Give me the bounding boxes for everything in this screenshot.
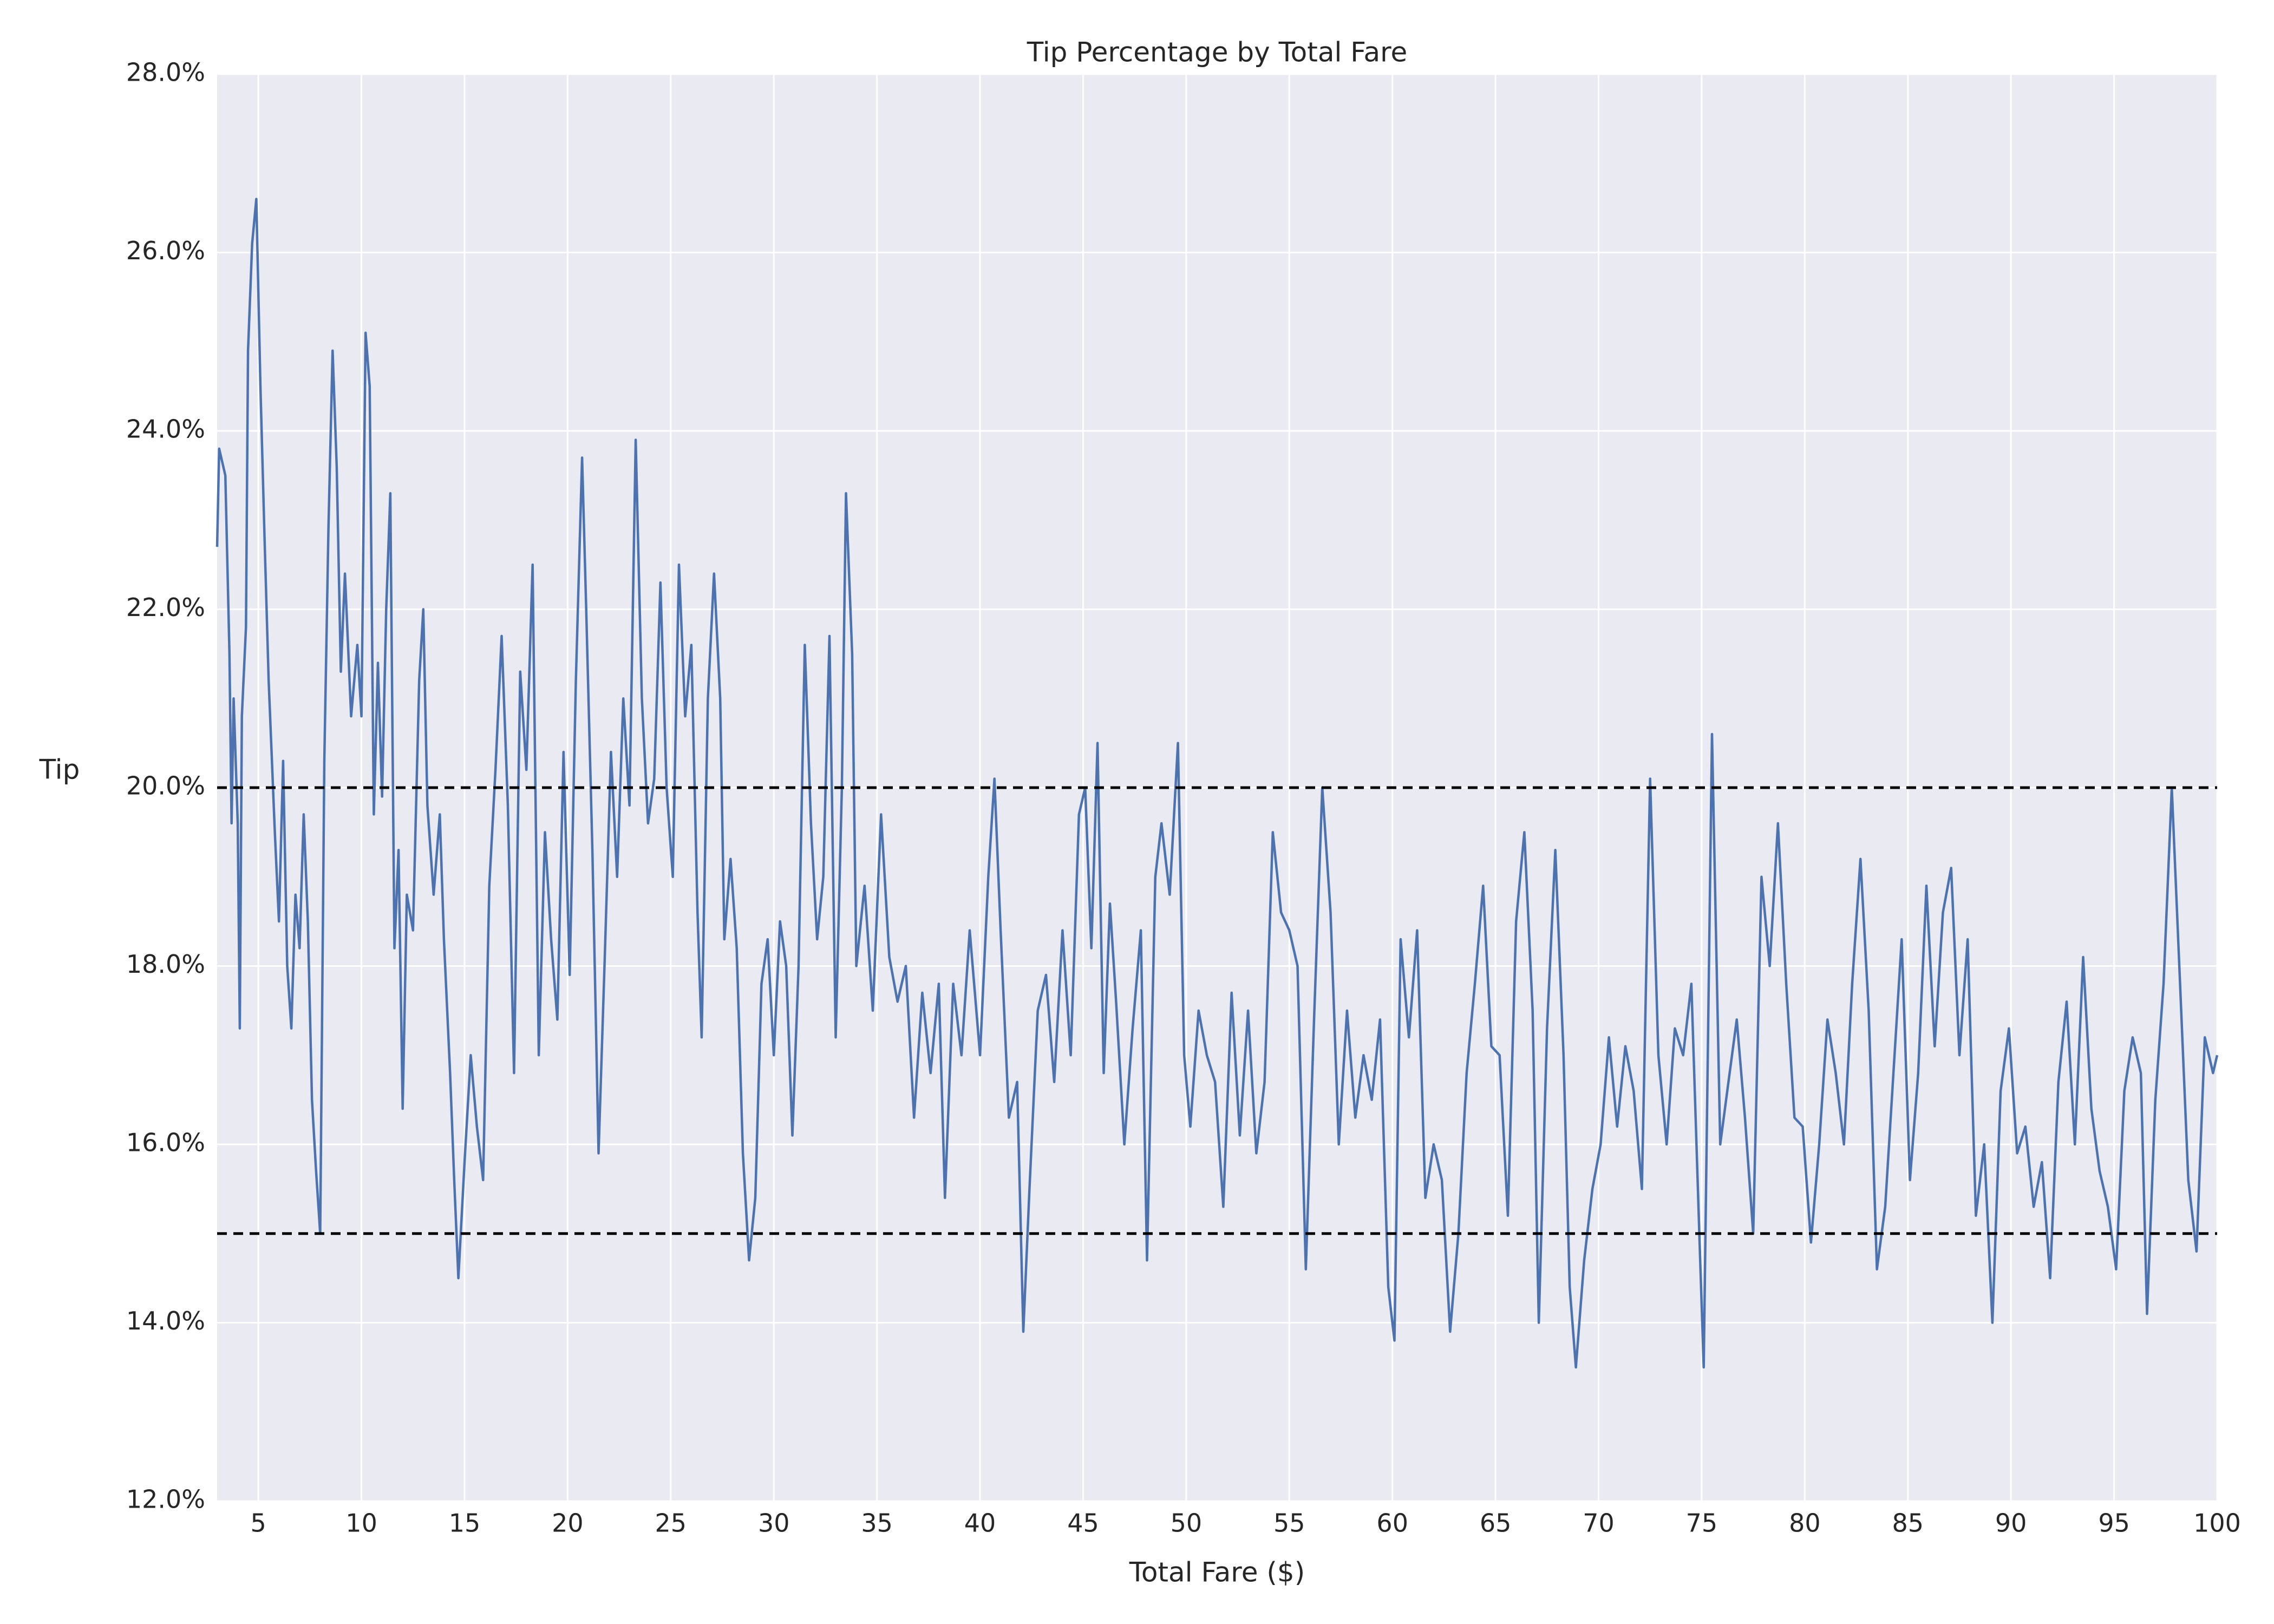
x-tick-label: 60 bbox=[1376, 1509, 1408, 1538]
y-tick-label: 22.0% bbox=[126, 593, 205, 622]
x-tick-label: 25 bbox=[655, 1509, 687, 1538]
x-tick-label: 100 bbox=[2193, 1509, 2241, 1538]
y-tick-label: 14.0% bbox=[126, 1306, 205, 1335]
x-tick-label: 75 bbox=[1686, 1509, 1718, 1538]
x-tick-label: 55 bbox=[1273, 1509, 1305, 1538]
y-tick-label: 28.0% bbox=[126, 58, 205, 87]
x-tick-label: 90 bbox=[1995, 1509, 2027, 1538]
x-tick-label: 5 bbox=[251, 1509, 266, 1538]
x-tick-label: 65 bbox=[1480, 1509, 1512, 1538]
x-tick-label: 35 bbox=[861, 1509, 893, 1538]
x-tick-label: 15 bbox=[449, 1509, 481, 1538]
y-tick-label: 16.0% bbox=[126, 1128, 205, 1157]
y-axis-label: Tip bbox=[39, 754, 80, 785]
x-tick-label: 20 bbox=[552, 1509, 584, 1538]
chart-title: Tip Percentage by Total Fare bbox=[1027, 37, 1408, 68]
x-tick-label: 45 bbox=[1067, 1509, 1099, 1538]
x-tick-label: 10 bbox=[345, 1509, 377, 1538]
x-tick-label: 95 bbox=[2098, 1509, 2130, 1538]
x-tick-label: 30 bbox=[758, 1509, 790, 1538]
x-axis-label: Total Fare ($) bbox=[1129, 1557, 1305, 1588]
x-tick-label: 80 bbox=[1789, 1509, 1821, 1538]
y-tick-label: 18.0% bbox=[126, 949, 205, 979]
y-tick-label: 20.0% bbox=[126, 771, 205, 801]
y-tick-label: 24.0% bbox=[126, 415, 205, 444]
x-tick-label: 70 bbox=[1583, 1509, 1615, 1538]
y-tick-label: 12.0% bbox=[126, 1485, 205, 1514]
x-tick-label: 85 bbox=[1892, 1509, 1924, 1538]
data-line bbox=[215, 198, 2219, 1369]
y-tick-label: 26.0% bbox=[126, 236, 205, 265]
x-tick-label: 50 bbox=[1171, 1509, 1203, 1538]
x-tick-label: 40 bbox=[964, 1509, 996, 1538]
